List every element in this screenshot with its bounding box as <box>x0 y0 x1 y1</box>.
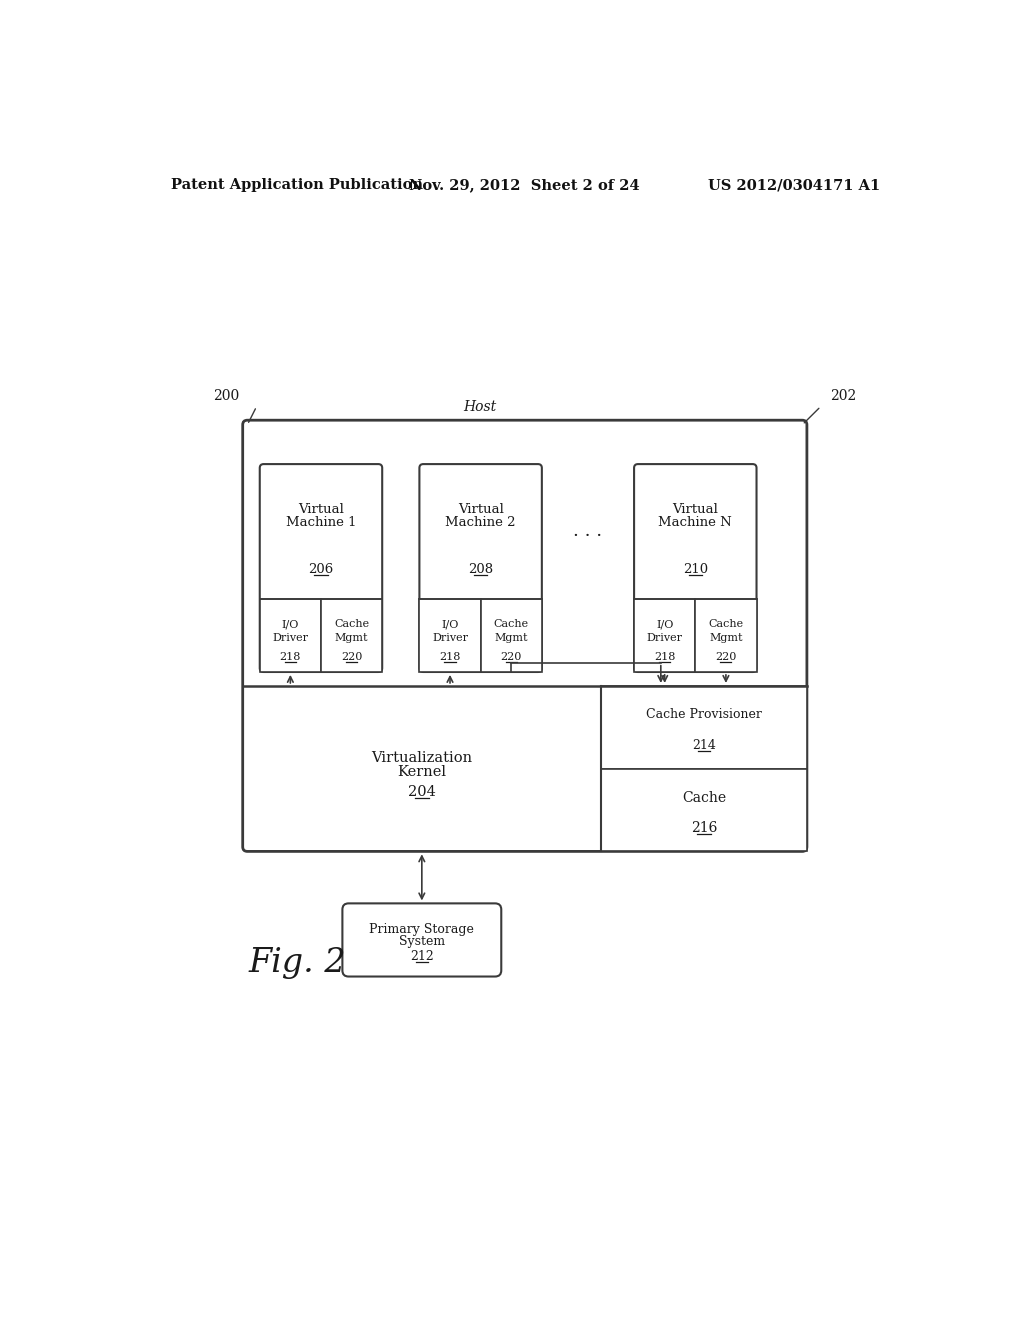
Text: Patent Application Publication: Patent Application Publication <box>171 178 423 193</box>
Text: Cache: Cache <box>494 619 528 630</box>
Text: Virtual: Virtual <box>673 503 718 516</box>
Bar <box>634 599 695 672</box>
Text: Cache: Cache <box>334 619 369 630</box>
Bar <box>321 599 382 672</box>
Text: 218: 218 <box>439 652 461 663</box>
Bar <box>420 599 480 672</box>
Text: 200: 200 <box>213 389 240 404</box>
Bar <box>601 768 807 851</box>
Bar <box>480 599 542 672</box>
Text: Virtualization: Virtualization <box>372 751 472 764</box>
Text: Host: Host <box>463 400 497 414</box>
Text: Cache: Cache <box>682 791 726 805</box>
Text: Virtual: Virtual <box>298 503 344 516</box>
Text: 214: 214 <box>692 739 716 752</box>
Text: 218: 218 <box>654 652 676 663</box>
Bar <box>260 599 321 672</box>
FancyBboxPatch shape <box>420 465 542 672</box>
Text: Mgmt: Mgmt <box>495 632 528 643</box>
Text: 220: 220 <box>341 652 362 663</box>
Text: 204: 204 <box>408 784 436 799</box>
Text: Driver: Driver <box>647 632 683 643</box>
Text: I/O: I/O <box>656 619 674 630</box>
Text: US 2012/0304171 A1: US 2012/0304171 A1 <box>708 178 880 193</box>
Text: 218: 218 <box>280 652 301 663</box>
Text: 212: 212 <box>410 950 434 964</box>
Text: System: System <box>398 935 444 948</box>
FancyBboxPatch shape <box>243 420 807 851</box>
Text: Cache: Cache <box>709 619 743 630</box>
Text: Nov. 29, 2012  Sheet 2 of 24: Nov. 29, 2012 Sheet 2 of 24 <box>410 178 640 193</box>
Text: Machine 2: Machine 2 <box>445 516 516 529</box>
Text: Fig. 2: Fig. 2 <box>248 946 346 979</box>
Text: 202: 202 <box>830 389 856 404</box>
Text: . . .: . . . <box>573 523 602 540</box>
Text: 216: 216 <box>691 821 717 836</box>
Text: 210: 210 <box>683 562 708 576</box>
FancyBboxPatch shape <box>342 903 502 977</box>
Text: 208: 208 <box>468 562 494 576</box>
Text: 220: 220 <box>715 652 736 663</box>
Text: I/O: I/O <box>282 619 299 630</box>
Text: Machine 1: Machine 1 <box>286 516 356 529</box>
Text: Virtual: Virtual <box>458 503 504 516</box>
Bar <box>601 686 807 768</box>
Text: Primary Storage: Primary Storage <box>370 923 474 936</box>
Text: Driver: Driver <box>432 632 468 643</box>
Text: 206: 206 <box>308 562 334 576</box>
Text: I/O: I/O <box>441 619 459 630</box>
FancyBboxPatch shape <box>260 465 382 672</box>
Text: 220: 220 <box>501 652 522 663</box>
FancyBboxPatch shape <box>634 465 757 672</box>
Bar <box>695 599 757 672</box>
Text: Mgmt: Mgmt <box>710 632 742 643</box>
Text: Kernel: Kernel <box>397 764 446 779</box>
Text: Machine N: Machine N <box>658 516 732 529</box>
Text: Mgmt: Mgmt <box>335 632 369 643</box>
Text: Cache Provisioner: Cache Provisioner <box>646 709 762 721</box>
Text: Driver: Driver <box>272 632 308 643</box>
